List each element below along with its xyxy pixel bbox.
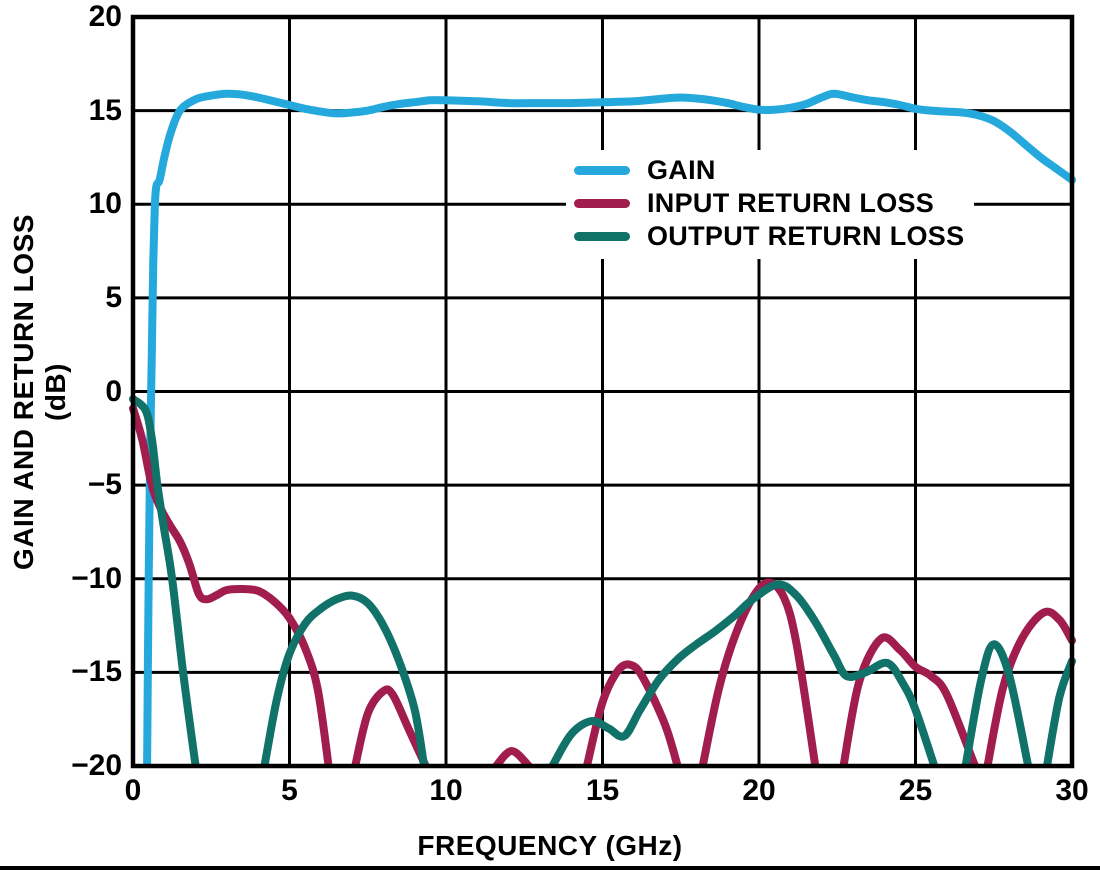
x-axis-title: FREQUENCY (GHz) [417,830,683,861]
y-axis-title: GAIN AND RETURN LOSS (dB) [8,214,71,570]
series-curve-output-return-loss-1 [260,591,429,768]
y-tick-label--15: −15 [71,655,122,689]
x-tick-label-5: 5 [281,774,298,807]
series-curve-output-return-loss-2 [548,580,939,768]
series-curve-input-return-loss-4 [698,578,820,768]
y-tick-label-15: 15 [88,93,122,127]
y-tick-label-20: 20 [88,0,122,33]
y-tick-label--10: −10 [71,561,122,595]
input-return-loss-line-swatch [574,199,630,208]
series-curve-input-return-loss-0 [129,404,333,768]
output-return-loss-line-swatch [574,232,630,241]
x-tick-label-25: 25 [898,774,933,807]
legend-item-output-return-loss: OUTPUT RETURN LOSS [574,220,964,253]
y-tick-label--20: −20 [71,749,122,782]
legend-item-gain: GAIN [574,154,964,187]
legend-label-gain: GAIN [647,155,716,185]
series-curve-output-return-loss-3 [961,640,1033,768]
y-tick-label-10: 10 [88,187,122,221]
series-curve-input-return-loss-3 [582,660,682,768]
plot-border [130,14,1075,769]
legend-label-input-return-loss: INPUT RETURN LOSS [647,188,935,218]
series-curve-gain-0 [143,89,1076,768]
y-tick-label--5: −5 [87,468,122,502]
gain-line-swatch [574,166,630,175]
y-tick-label-5: 5 [105,280,122,314]
x-tick-label-10: 10 [429,774,463,807]
legend-item-input-return-loss: INPUT RETURN LOSS [574,187,964,220]
x-tick-label-15: 15 [585,774,620,807]
y-tick-label-0: 0 [105,374,122,408]
series-curve-input-return-loss-6 [983,607,1076,768]
legend-label-output-return-loss: OUTPUT RETURN LOSS [647,221,965,251]
bottom-rule [0,866,1100,870]
series-curve-input-return-loss-5 [839,633,979,768]
series-curve-input-return-loss-2 [492,747,533,768]
series-curve-output-return-loss-0 [129,395,200,768]
series-curve-output-return-loss-4 [1043,657,1076,768]
x-tick-label-0: 0 [124,774,142,807]
legend: GAIN INPUT RETURN LOSS OUTPUT RETURN LOS… [566,150,975,259]
x-tick-label-20: 20 [742,774,776,807]
x-tick-label-30: 30 [1055,774,1089,807]
series-curve-input-return-loss-1 [351,685,430,768]
